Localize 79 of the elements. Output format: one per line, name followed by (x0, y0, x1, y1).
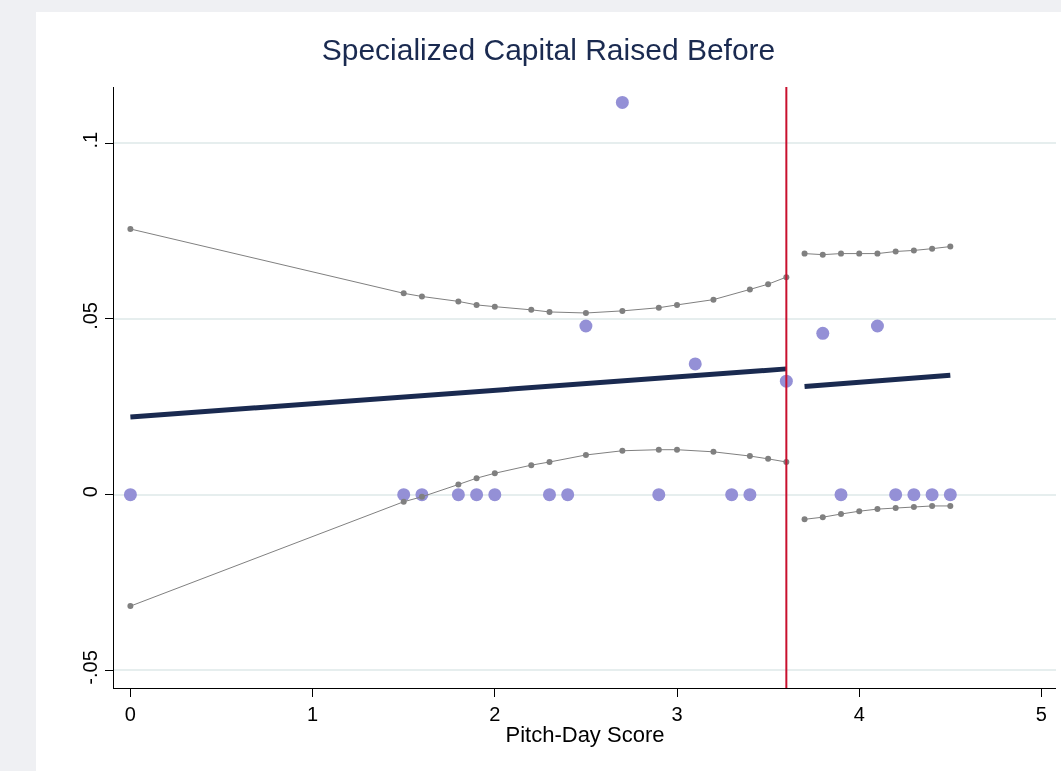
point (816, 326, 830, 340)
point (870, 319, 884, 333)
point (725, 488, 739, 502)
point (470, 488, 484, 502)
point (688, 357, 702, 371)
point (455, 298, 462, 305)
point (579, 319, 593, 333)
point (491, 303, 498, 310)
point (892, 248, 899, 255)
point (874, 506, 881, 513)
point (746, 286, 753, 293)
point (710, 296, 717, 303)
point (889, 488, 903, 502)
point (127, 603, 134, 610)
point (455, 481, 462, 488)
point (528, 462, 535, 469)
point (652, 488, 666, 502)
point (546, 459, 553, 466)
point (838, 511, 844, 518)
point (947, 502, 954, 509)
point (743, 488, 757, 502)
point (400, 498, 407, 505)
point (856, 508, 863, 515)
point (123, 488, 137, 502)
point (619, 307, 626, 314)
x-axis-title: Pitch-Day Score (505, 721, 665, 747)
point (674, 446, 681, 453)
x-tick-label: 0 (124, 703, 136, 725)
point (910, 247, 917, 254)
point (907, 488, 921, 502)
point (127, 225, 134, 232)
y-tick-label: .05 (79, 302, 101, 330)
x-tick-label: 4 (853, 703, 865, 725)
point (874, 250, 881, 257)
point (491, 470, 498, 477)
point (400, 290, 407, 297)
point (910, 504, 917, 510)
point (488, 488, 502, 502)
chart-title: Specialized Capital Raised Before (321, 32, 776, 66)
point (397, 488, 411, 502)
x-tick-label: 5 (1035, 703, 1047, 725)
point (528, 306, 535, 313)
point (765, 281, 772, 288)
point (819, 251, 826, 258)
point (473, 475, 480, 482)
point (710, 448, 717, 455)
point (765, 455, 772, 462)
point (801, 516, 808, 523)
point (838, 250, 844, 257)
y-tick-label: .1 (79, 131, 101, 149)
point (582, 309, 589, 316)
point (655, 446, 662, 453)
point (929, 245, 936, 252)
point (655, 304, 662, 311)
point (929, 502, 936, 509)
point (615, 95, 629, 109)
point (746, 453, 753, 460)
x-tick-label: 3 (671, 703, 683, 725)
point (674, 301, 681, 308)
point (947, 243, 954, 250)
point (925, 488, 939, 502)
point (834, 488, 848, 502)
x-tick-label: 1 (307, 703, 319, 725)
point (451, 488, 465, 502)
point (801, 250, 808, 257)
y-tick-label: -.05 (79, 650, 101, 685)
point (943, 488, 957, 502)
point (418, 293, 425, 300)
point (582, 451, 589, 458)
point (819, 514, 826, 521)
point (892, 505, 899, 512)
point (561, 488, 575, 502)
point (619, 447, 626, 454)
x-tick-label: 2 (489, 703, 501, 725)
point (473, 301, 480, 308)
point (856, 250, 863, 257)
point (542, 488, 556, 502)
y-tick-label: 0 (79, 486, 101, 498)
point (546, 308, 553, 315)
